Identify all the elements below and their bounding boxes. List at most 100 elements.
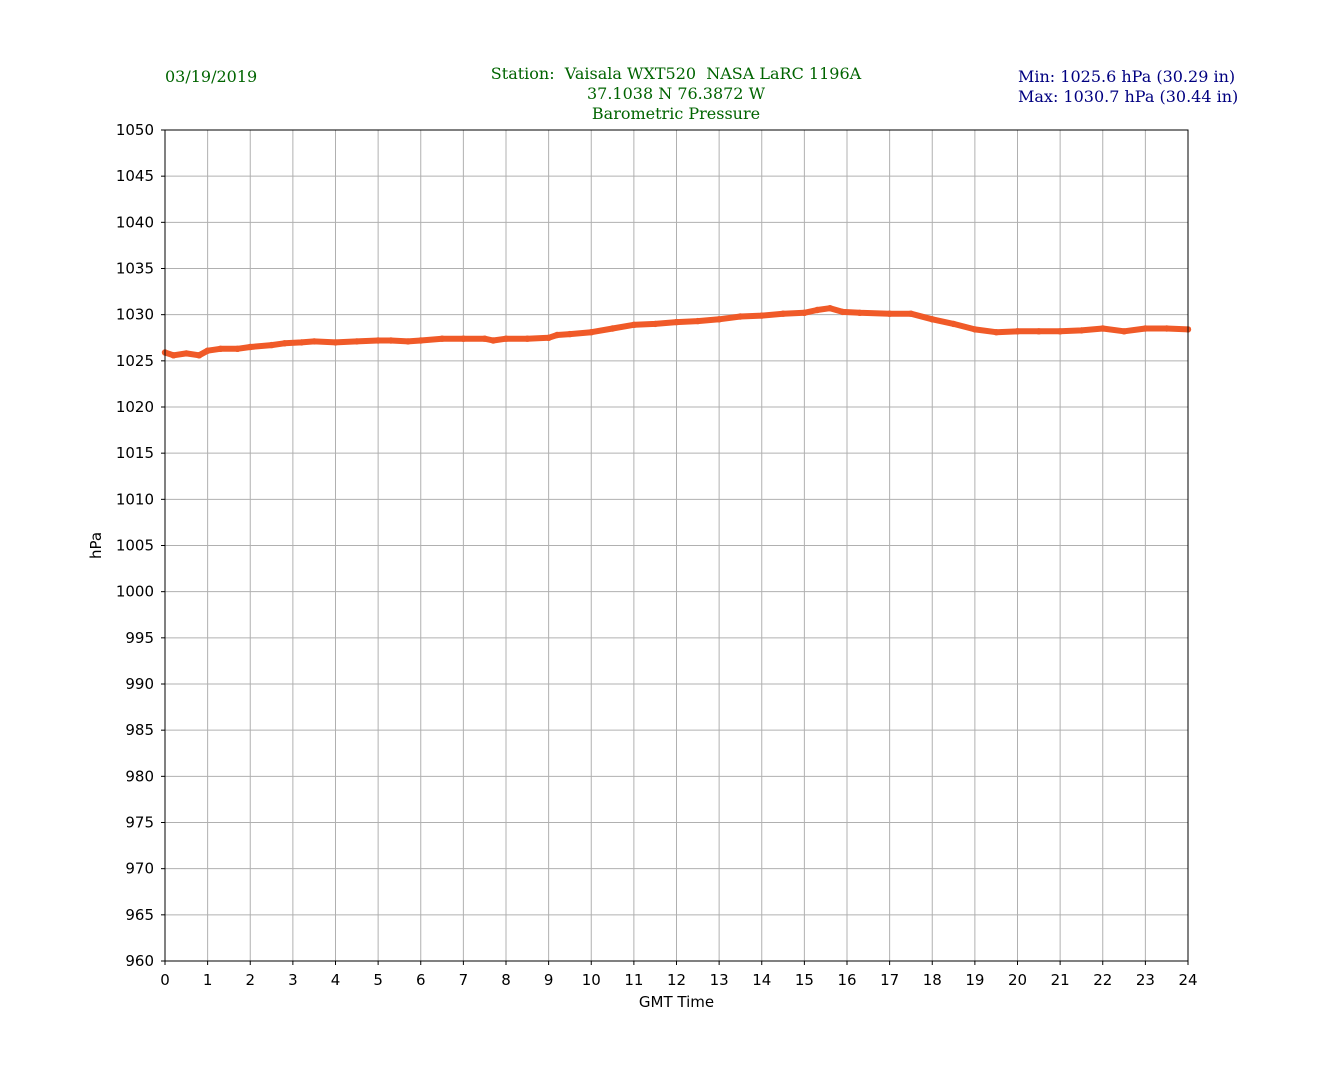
series-point bbox=[737, 313, 744, 320]
series-point bbox=[1078, 327, 1085, 334]
x-tick-label: 11 bbox=[624, 971, 643, 989]
series-point bbox=[524, 335, 531, 342]
series-point bbox=[438, 335, 446, 342]
series-point bbox=[715, 316, 723, 323]
series-point bbox=[971, 326, 979, 333]
series-point bbox=[387, 337, 395, 344]
series-point bbox=[856, 309, 863, 316]
series-point bbox=[490, 337, 497, 344]
series-point bbox=[566, 330, 574, 338]
y-tick-label: 1035 bbox=[116, 260, 154, 278]
x-tick-label: 2 bbox=[245, 971, 255, 989]
series-point bbox=[460, 335, 467, 342]
x-tick-label: 10 bbox=[582, 971, 601, 989]
y-tick-label: 985 bbox=[125, 721, 154, 739]
series-point bbox=[1142, 325, 1149, 332]
x-tick-label: 0 bbox=[160, 971, 170, 989]
series-point bbox=[1163, 325, 1170, 332]
series-point bbox=[814, 306, 821, 314]
y-tick-label: 960 bbox=[125, 952, 154, 970]
x-tick-label: 22 bbox=[1093, 971, 1112, 989]
series-point bbox=[481, 335, 488, 342]
series-point bbox=[247, 343, 254, 351]
x-tick-label: 4 bbox=[331, 971, 341, 989]
chart-title: Barometric Pressure bbox=[591, 104, 761, 123]
series-point bbox=[417, 337, 424, 344]
series-point bbox=[332, 339, 339, 346]
series-point bbox=[950, 320, 957, 328]
series-point bbox=[1035, 328, 1043, 335]
x-tick-label: 23 bbox=[1136, 971, 1155, 989]
x-tick-label: 21 bbox=[1051, 971, 1070, 989]
x-tick-label: 7 bbox=[459, 971, 469, 989]
x-tick-label: 17 bbox=[880, 971, 899, 989]
series-point bbox=[170, 352, 177, 359]
station-line: Station: Vaisala WXT520 NASA LaRC 1196A bbox=[490, 64, 862, 83]
series-point bbox=[281, 340, 288, 347]
max-line: Max: 1030.7 hPa (30.44 in) bbox=[1018, 87, 1239, 106]
y-tick-label: 975 bbox=[125, 814, 154, 832]
x-tick-label: 1 bbox=[203, 971, 213, 989]
x-tick-label: 19 bbox=[965, 971, 984, 989]
x-tick-label: 16 bbox=[837, 971, 856, 989]
y-tick-label: 1030 bbox=[116, 306, 154, 324]
series-point bbox=[1099, 325, 1107, 332]
series-point bbox=[311, 338, 318, 345]
series-layer bbox=[161, 305, 1192, 359]
min-max-box: Min: 1025.6 hPa (30.29 in) Max: 1030.7 h… bbox=[1018, 67, 1238, 107]
series-point bbox=[268, 341, 275, 349]
y-axis-label: hPa bbox=[87, 532, 105, 559]
y-tick-label: 1015 bbox=[116, 444, 154, 462]
series-point bbox=[630, 321, 638, 328]
y-tick-label: 1020 bbox=[116, 398, 154, 416]
y-tick-label: 1045 bbox=[116, 167, 154, 185]
series-point bbox=[404, 338, 412, 345]
date-label: 03/19/2019 bbox=[165, 67, 258, 86]
series-point bbox=[779, 310, 787, 317]
series-point bbox=[553, 331, 561, 339]
series-point bbox=[183, 350, 190, 357]
series-point bbox=[204, 347, 211, 354]
series-point bbox=[801, 309, 808, 316]
x-tick-label: 8 bbox=[501, 971, 511, 989]
series-point bbox=[195, 352, 203, 359]
grid-lines bbox=[164, 129, 1189, 962]
series-point bbox=[1056, 328, 1064, 335]
y-tick-label: 990 bbox=[125, 675, 154, 693]
x-tick-label: 6 bbox=[416, 971, 426, 989]
y-tick-label: 1005 bbox=[116, 537, 154, 555]
station-header: Station: Vaisala WXT520 NASA LaRC 1196A … bbox=[491, 64, 861, 124]
plot-frame bbox=[164, 129, 1189, 962]
series-point bbox=[907, 310, 915, 317]
series-point bbox=[545, 334, 552, 341]
series-point bbox=[673, 318, 680, 326]
y-tick-label: 980 bbox=[125, 767, 154, 785]
series-point bbox=[826, 305, 834, 312]
series-point bbox=[929, 316, 936, 323]
series-point bbox=[374, 337, 382, 344]
x-tick-label: 5 bbox=[373, 971, 383, 989]
series-point bbox=[1014, 328, 1021, 335]
x-axis-ticks: 0 1 2 3 4 5 6 7 8 9 10 11 12 13 14 15 16 17 18 19 20 21 22 23 24 bbox=[160, 961, 1198, 989]
series-point bbox=[588, 329, 595, 336]
y-tick-label: 1025 bbox=[116, 352, 154, 370]
min-line: Min: 1025.6 hPa (30.29 in) bbox=[1018, 67, 1236, 86]
coords-line: 37.1038 N 76.3872 W bbox=[586, 84, 766, 103]
series-point bbox=[217, 345, 224, 352]
series-point bbox=[234, 345, 241, 352]
series-point bbox=[758, 312, 765, 319]
series-point bbox=[353, 338, 360, 345]
x-axis-label: GMT Time bbox=[639, 993, 714, 1011]
x-tick-label: 18 bbox=[923, 971, 942, 989]
y-tick-label: 965 bbox=[125, 906, 154, 924]
y-axis-ticks: 960 965 970 975 980 985 990 995 1000 1005 1010 1015… bbox=[116, 121, 165, 970]
x-tick-label: 24 bbox=[1178, 971, 1197, 989]
series-point bbox=[839, 308, 846, 316]
x-tick-label: 20 bbox=[1008, 971, 1027, 989]
x-tick-label: 12 bbox=[667, 971, 686, 989]
x-tick-label: 9 bbox=[544, 971, 554, 989]
x-tick-label: 13 bbox=[710, 971, 729, 989]
x-tick-label: 15 bbox=[795, 971, 814, 989]
x-tick-label: 3 bbox=[288, 971, 298, 989]
